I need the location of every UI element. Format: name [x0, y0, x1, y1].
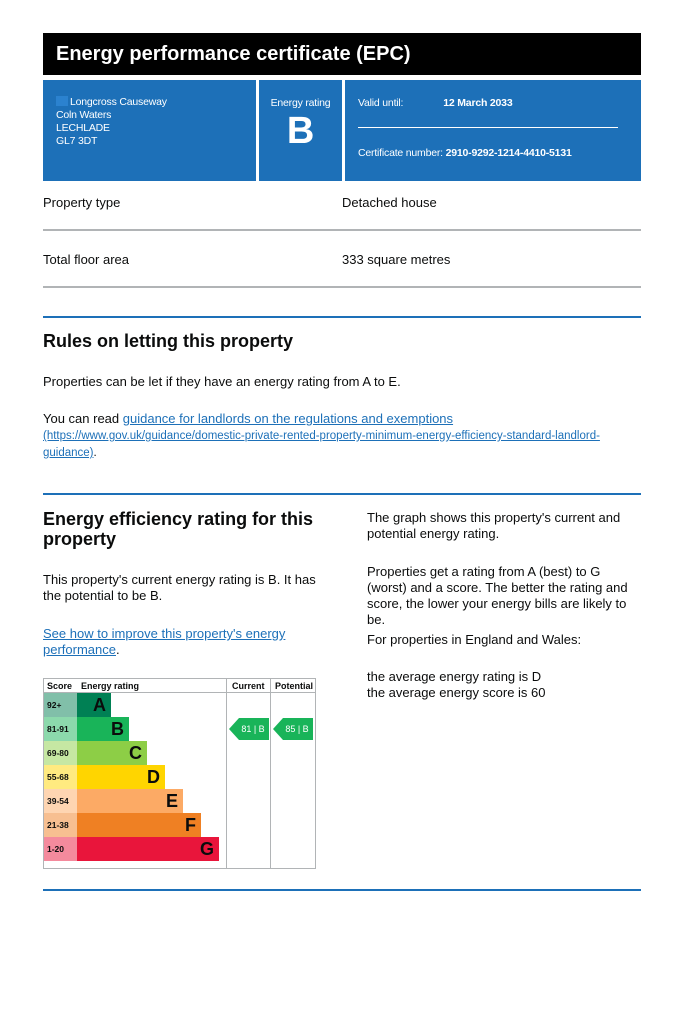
band-row-f: 21-38 F: [44, 813, 226, 837]
band-bar-e: E: [77, 789, 183, 813]
guidance-suffix: .: [93, 447, 97, 459]
address-block: Longcross Causeway Coln Waters LECHLADE …: [43, 80, 256, 181]
band-score-f: 21-38: [44, 813, 77, 837]
energy-rating-label: Energy rating: [270, 97, 331, 109]
graph-explanation: The graph shows this property's current …: [367, 510, 621, 541]
potential-column-divider: [270, 679, 271, 868]
band-score-c: 69-80: [44, 741, 77, 765]
energy-rating-graph: Score Energy rating Current Potential 92…: [43, 678, 316, 869]
rating-explanation: Properties get a rating from A (best) to…: [367, 564, 628, 627]
validity-block: Valid until: 12 March 2033 Certificate n…: [345, 80, 641, 181]
improve-paragraph: See how to improve this property's energ…: [43, 626, 303, 658]
band-score-d: 55-68: [44, 765, 77, 789]
address-line-3: LECHLADE: [56, 122, 110, 134]
efficiency-heading: Energy efficiency rating for this proper…: [43, 509, 314, 549]
address-postcode: GL7 3DT: [56, 135, 98, 147]
band-score-b: 81-91: [44, 717, 77, 741]
band-bar-b: B: [77, 717, 129, 741]
energy-rating-block: Energy rating B: [259, 80, 342, 181]
band-score-g: 1-20: [44, 837, 77, 861]
landlord-guidance-link[interactable]: guidance for landlords on the regulation…: [122, 411, 454, 426]
band-score-e: 39-54: [44, 789, 77, 813]
certificate-number-label: Certificate number:: [358, 147, 443, 159]
current-column-header: Current: [232, 681, 265, 691]
valid-until-label: Valid until:: [358, 97, 404, 109]
valid-until-date: 12 March 2033: [443, 97, 513, 109]
section-divider: [43, 889, 641, 891]
band-row-b: 81-91 B: [44, 717, 226, 741]
average-rating: the average energy rating is D: [367, 669, 542, 684]
address-line-2: Coln Waters: [56, 109, 112, 121]
rules-heading: Rules on letting this property: [43, 331, 294, 351]
band-row-c: 69-80 C: [44, 741, 226, 765]
energy-rating-value: B: [286, 110, 315, 152]
band-row-g: 1-20 G: [44, 837, 226, 861]
improve-link-suffix: .: [115, 642, 120, 657]
band-bar-f: F: [77, 813, 201, 837]
band-row-a: 92+ A: [44, 693, 226, 717]
graph-header-divider: [44, 692, 315, 693]
floor-area-row: Total floor area 333 square metres: [43, 238, 641, 288]
band-row-d: 55-68 D: [44, 765, 226, 789]
property-type-value: Detached house: [342, 195, 437, 210]
address-line-1: Longcross Causeway: [70, 96, 167, 108]
section-divider: [43, 316, 641, 318]
rating-column-header: Energy rating: [81, 681, 140, 691]
potential-column-header: Potential: [275, 681, 314, 691]
band-bar-g: G: [77, 837, 219, 861]
floor-area-label: Total floor area: [43, 252, 129, 267]
current-rating-arrow: 81 | B: [229, 718, 269, 740]
band-bar-a: A: [77, 693, 111, 717]
potential-rating-arrow: 85 | B: [273, 718, 313, 740]
band-bar-d: D: [77, 765, 165, 789]
floor-area-value: 333 square metres: [342, 252, 451, 267]
page-title: Energy performance certificate (EPC): [56, 42, 411, 65]
region-note: For properties in England and Wales:: [367, 632, 582, 647]
certificate-summary-box: Longcross Causeway Coln Waters LECHLADE …: [43, 80, 641, 181]
validity-divider: [358, 127, 618, 128]
epc-title-bar: Energy performance certificate (EPC): [43, 33, 641, 75]
current-column-divider: [226, 679, 227, 868]
efficiency-paragraph: This property's current energy rating is…: [43, 572, 316, 603]
property-type-row: Property type Detached house: [43, 181, 641, 231]
landlord-guidance-url[interactable]: (https://www.gov.uk/guidance/domestic-pr…: [43, 430, 600, 459]
average-score: the average energy score is 60: [367, 685, 546, 700]
rules-paragraph: Properties can be let if they have an en…: [43, 374, 401, 389]
band-bar-c: C: [77, 741, 147, 765]
guidance-prefix: You can read: [43, 411, 123, 426]
guidance-paragraph: You can read guidance for landlords on t…: [43, 411, 603, 461]
address-marker-icon: [56, 96, 68, 106]
band-row-e: 39-54 E: [44, 789, 226, 813]
section-divider: [43, 493, 641, 495]
score-column-header: Score: [47, 681, 73, 691]
improve-performance-link[interactable]: See how to improve this property's energ…: [43, 626, 286, 657]
certificate-number: 2910-9292-1214-4410-5131: [445, 147, 572, 159]
property-type-label: Property type: [43, 195, 121, 210]
band-score-a: 92+: [44, 693, 77, 717]
